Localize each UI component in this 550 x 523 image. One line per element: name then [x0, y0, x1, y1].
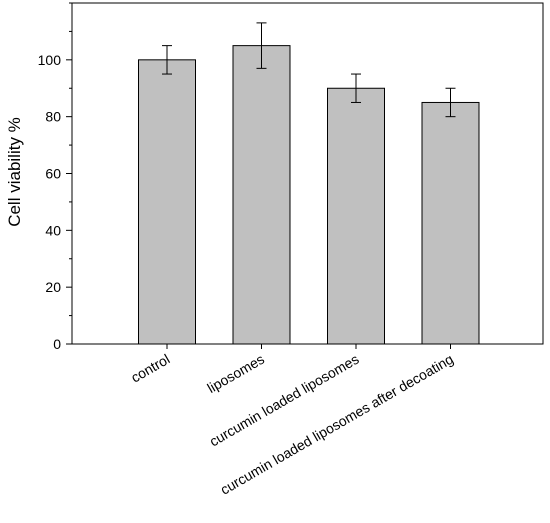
- bar-0: [138, 59, 196, 345]
- y-tick-label-40: 40: [45, 222, 61, 238]
- y-tick-label-100: 100: [38, 52, 62, 68]
- y-axis-label: Cell viability %: [5, 117, 24, 227]
- x-tick-label-2: curcumin loaded liposomes: [207, 351, 362, 450]
- bar-3: [421, 101, 480, 345]
- bar-1: [232, 45, 291, 345]
- y-tick-label-0: 0: [53, 336, 61, 352]
- y-tick-label-60: 60: [45, 166, 61, 182]
- x-tick-label-1: liposomes: [204, 351, 267, 396]
- x-tick-label-0: control: [128, 351, 172, 386]
- y-tick-label-20: 20: [45, 279, 61, 295]
- plot-frame: [71, 2, 544, 345]
- y-tick-label-80: 80: [45, 109, 61, 125]
- bar-2: [327, 87, 385, 345]
